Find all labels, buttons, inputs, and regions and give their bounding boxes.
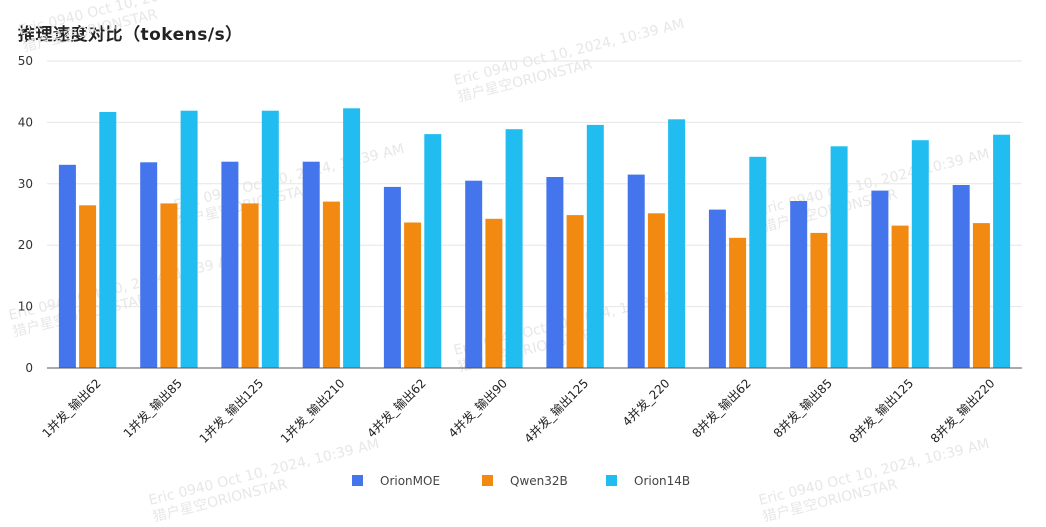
bar-orionmoe [627,174,645,368]
x-category-label: 4并发_输出125 [521,376,591,446]
legend-label: Orion14B [634,474,690,488]
bar-orion14b [749,156,767,368]
watermark: Eric 0940 Oct 10, 2024, 10:39 AM猎户星空ORIO… [147,436,381,525]
legend: OrionMOE Qwen32B Orion14B [352,474,690,488]
legend-label: Qwen32B [510,474,568,488]
bar-orion14b [180,110,198,368]
bar-qwen32b [322,201,340,368]
legend-swatch [606,475,617,486]
bar-orionmoe [140,162,158,368]
watermark: Eric 0940 Oct 10, 2024, 10:39 AM猎户星空ORIO… [757,436,991,525]
bars [58,108,1011,369]
x-category-label: 8并发_输出125 [846,376,916,446]
bar-orion14b [830,146,848,368]
watermark: Eric 0940 Oct 10, 2024, 10:39 AM猎户星空ORIO… [172,141,406,230]
watermark: Eric 0940 Oct 10, 2024, 10:39 AM猎户星空ORIO… [17,0,251,55]
bar-orion14b [424,134,442,368]
bar-orion14b [261,110,279,368]
x-category-label: 1并发_输出210 [277,376,347,446]
chart-title: 推理速度对比（tokens/s） [18,25,243,45]
legend-item: Orion14B [606,474,690,488]
bar-orionmoe [302,161,320,368]
bar-orionmoe [465,180,483,368]
bar-qwen32b [810,232,828,368]
x-category-label: 1并发_输出125 [196,376,266,446]
legend-swatch [352,475,363,486]
bar-orionmoe [546,177,564,368]
legend-swatch [482,475,493,486]
bar-qwen32b [79,205,97,368]
bar-orion14b [911,140,929,368]
grid-lines [47,60,1022,308]
bar-orionmoe [952,185,970,368]
x-category-label: 4并发_输出62 [364,376,429,441]
x-category-label: 8并发_输出62 [689,376,754,441]
bar-orion14b [99,112,117,368]
y-tick-label: 50 [18,54,33,68]
x-category-label: 1并发_输出85 [120,376,185,441]
bar-qwen32b [647,213,665,368]
y-tick-label: 10 [18,300,33,314]
bar-qwen32b [241,203,259,368]
legend-label: OrionMOE [380,474,440,488]
bar-orionmoe [790,201,808,368]
bar-orion14b [586,124,604,369]
bar-orion14b [993,134,1011,368]
bar-orionmoe [221,161,239,368]
bar-orion14b [505,129,523,368]
bar-orionmoe [58,164,76,368]
bar-orion14b [343,108,361,369]
y-tick-label: 0 [25,361,33,375]
bar-orionmoe [871,190,889,368]
bar-qwen32b [404,222,422,368]
bar-qwen32b [972,223,990,368]
watermark: Eric 0940 Oct 10, 2024, 10:39 AM猎户星空ORIO… [7,251,241,340]
bar-qwen32b [485,218,503,368]
y-tick-label: 20 [18,238,33,252]
bar-qwen32b [729,237,747,368]
y-tick-label: 40 [18,115,33,129]
x-axis-labels: 1并发_输出62 1并发_输出85 1并发_输出125 1并发_输出210 4并发_输出… [39,376,998,446]
bar-qwen32b [160,203,178,368]
bar-qwen32b [566,215,584,368]
y-tick-label: 30 [18,177,33,191]
x-category-label: 8并发_输出85 [770,376,835,441]
x-category-label: 1并发_输出62 [39,376,104,441]
y-axis-ticks: 0 10 20 30 40 50 [18,54,33,375]
bar-orion14b [668,119,686,368]
bar-qwen32b [891,225,909,368]
bar-orionmoe [708,209,726,368]
x-category-label: 4并发_220 [619,376,672,429]
bar-orionmoe [383,186,401,368]
x-category-label: 4并发_输出90 [445,376,510,441]
legend-item: OrionMOE [352,474,440,488]
legend-item: Qwen32B [482,474,568,488]
